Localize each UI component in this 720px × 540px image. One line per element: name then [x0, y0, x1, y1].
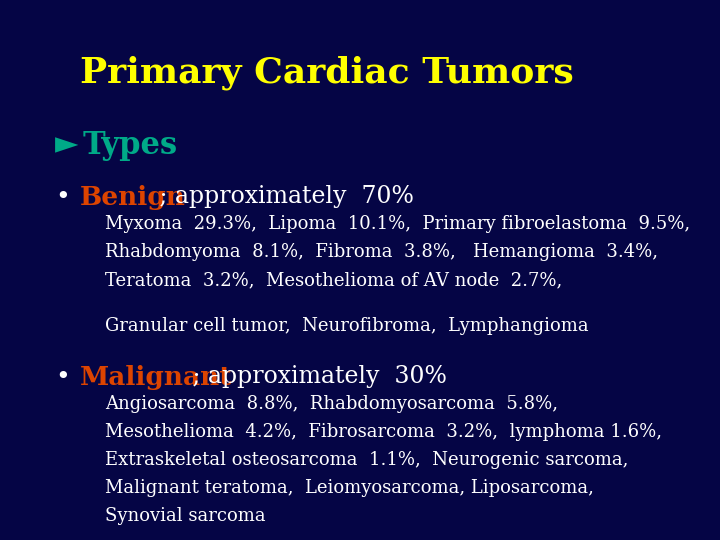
Text: Primary Cardiac Tumors: Primary Cardiac Tumors — [80, 55, 574, 90]
Text: Teratoma  3.2%,  Mesothelioma of AV node  2.7%,: Teratoma 3.2%, Mesothelioma of AV node 2… — [105, 271, 562, 289]
Text: Angiosarcoma  8.8%,  Rhabdomyosarcoma  5.8%,: Angiosarcoma 8.8%, Rhabdomyosarcoma 5.8%… — [105, 395, 558, 413]
Text: Synovial sarcoma: Synovial sarcoma — [105, 507, 266, 525]
Text: Malignant teratoma,  Leiomyosarcoma, Liposarcoma,: Malignant teratoma, Leiomyosarcoma, Lipo… — [105, 479, 594, 497]
Text: Extraskeletal osteosarcoma  1.1%,  Neurogenic sarcoma,: Extraskeletal osteosarcoma 1.1%, Neuroge… — [105, 451, 629, 469]
Text: •: • — [55, 185, 70, 209]
Text: ; approximately  30%: ; approximately 30% — [185, 365, 447, 388]
Text: Malignant: Malignant — [80, 365, 233, 390]
Text: ►: ► — [55, 130, 78, 159]
Text: Types: Types — [83, 130, 178, 161]
Text: Granular cell tumor,  Neurofibroma,  Lymphangioma: Granular cell tumor, Neurofibroma, Lymph… — [105, 317, 589, 335]
Text: Mesothelioma  4.2%,  Fibrosarcoma  3.2%,  lymphoma 1.6%,: Mesothelioma 4.2%, Fibrosarcoma 3.2%, ly… — [105, 423, 662, 441]
Text: Benign: Benign — [80, 185, 186, 210]
Text: •: • — [55, 365, 70, 389]
Text: ; approximately  70%: ; approximately 70% — [152, 185, 414, 208]
Text: Myxoma  29.3%,  Lipoma  10.1%,  Primary fibroelastoma  9.5%,: Myxoma 29.3%, Lipoma 10.1%, Primary fibr… — [105, 215, 690, 233]
Text: Rhabdomyoma  8.1%,  Fibroma  3.8%,   Hemangioma  3.4%,: Rhabdomyoma 8.1%, Fibroma 3.8%, Hemangio… — [105, 243, 658, 261]
